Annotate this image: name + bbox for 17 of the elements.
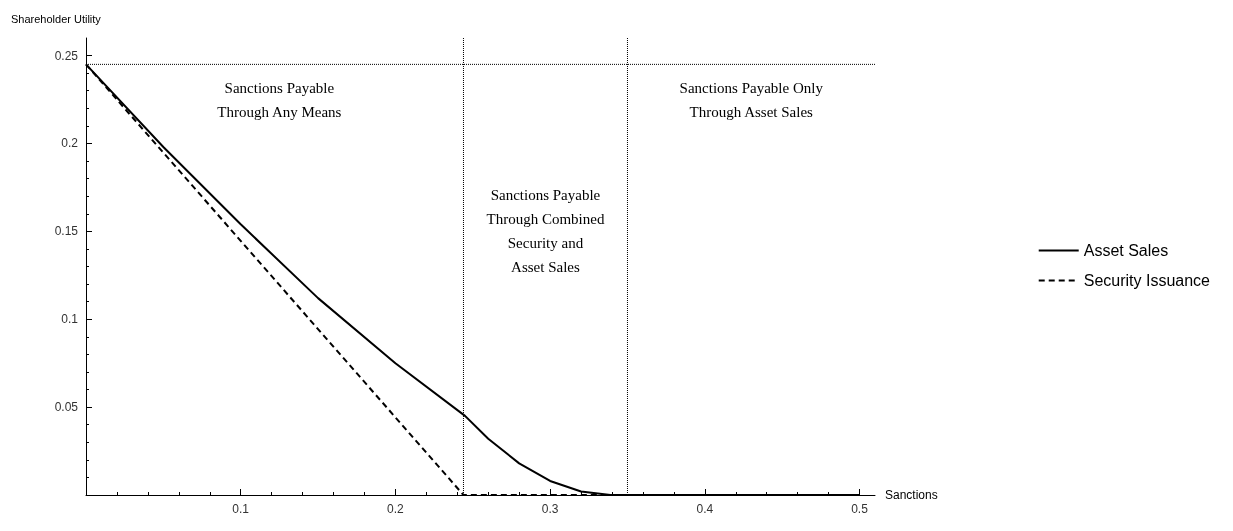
y-tick-label: 0.1 bbox=[61, 312, 79, 327]
x-tick-label: 0.3 bbox=[541, 502, 559, 516]
annotation: Sanctions Payable Through Any Means bbox=[217, 79, 342, 120]
y-tick-label: 0.25 bbox=[54, 48, 79, 63]
x-axis-title: Sanctions bbox=[885, 488, 938, 502]
y-tick-label: 0.05 bbox=[54, 400, 79, 415]
y-tick-label: 0.15 bbox=[54, 224, 79, 239]
x-tick-label: 0.4 bbox=[696, 502, 714, 516]
legend-label: Asset Sales bbox=[1083, 242, 1169, 259]
annotation: Sanctions Payable Only Through Asset Sales bbox=[679, 79, 824, 120]
x-tick-label: 0.5 bbox=[851, 502, 869, 516]
y-tick-label: 0.2 bbox=[61, 136, 79, 151]
legend-label: Security Issuance bbox=[1083, 272, 1211, 289]
y-axis-title: Shareholder Utility bbox=[11, 12, 102, 25]
x-tick-label: 0.1 bbox=[232, 502, 250, 516]
x-tick-label: 0.2 bbox=[387, 502, 405, 516]
annotation: Sanctions Payable Through Combined Security and Asset Sales bbox=[486, 187, 605, 276]
